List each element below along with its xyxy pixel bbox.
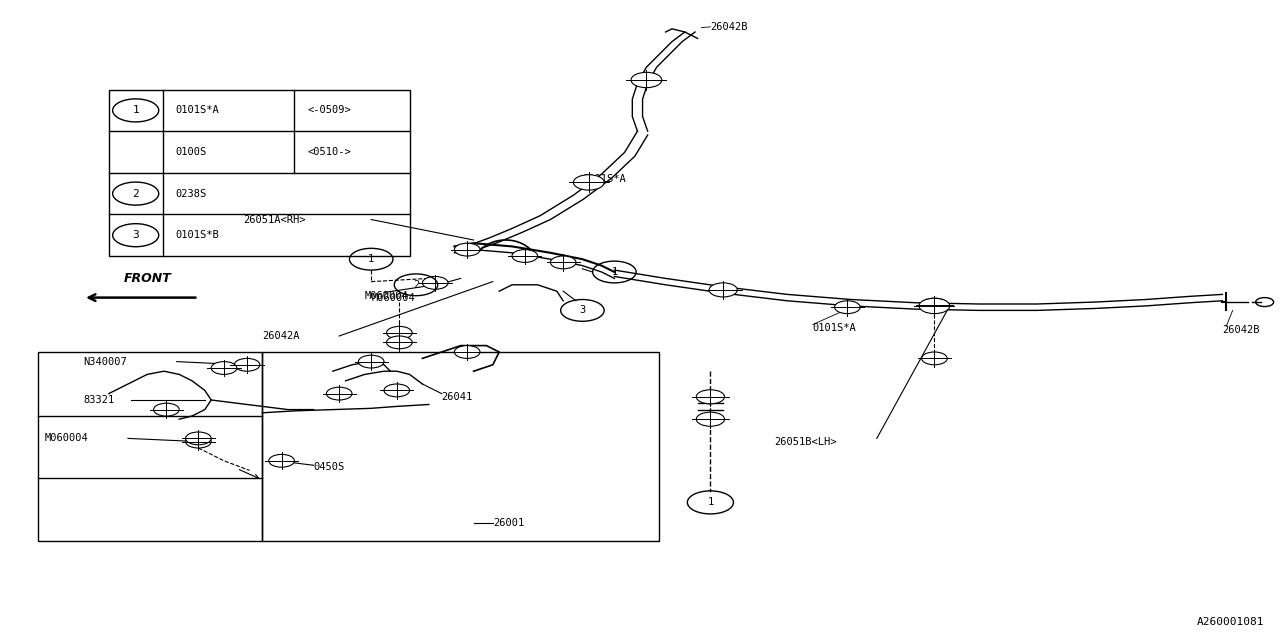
Circle shape bbox=[922, 352, 947, 365]
Circle shape bbox=[709, 283, 737, 297]
Text: 2: 2 bbox=[413, 280, 419, 290]
Text: 0101S*B: 0101S*B bbox=[175, 230, 219, 240]
Circle shape bbox=[269, 454, 294, 467]
Text: A260001081: A260001081 bbox=[1197, 617, 1265, 627]
Text: 1: 1 bbox=[369, 254, 374, 264]
Text: 26001: 26001 bbox=[493, 518, 524, 528]
Text: 26041: 26041 bbox=[442, 392, 472, 402]
Circle shape bbox=[454, 346, 480, 358]
Circle shape bbox=[920, 298, 948, 312]
Text: 0238S: 0238S bbox=[175, 189, 206, 198]
Text: 0101S*A: 0101S*A bbox=[813, 323, 856, 333]
Text: 26042A: 26042A bbox=[262, 331, 300, 341]
Circle shape bbox=[387, 326, 412, 339]
Text: 0450S: 0450S bbox=[314, 462, 344, 472]
Circle shape bbox=[211, 362, 237, 374]
Text: M060004: M060004 bbox=[371, 292, 415, 303]
Text: <-0509>: <-0509> bbox=[307, 106, 351, 115]
Text: M060004: M060004 bbox=[365, 291, 408, 301]
Text: 1: 1 bbox=[612, 267, 617, 277]
Text: <0510->: <0510-> bbox=[307, 147, 351, 157]
Circle shape bbox=[234, 358, 260, 371]
Text: 3: 3 bbox=[132, 230, 140, 240]
Circle shape bbox=[358, 355, 384, 368]
Text: 0101S*A: 0101S*A bbox=[582, 174, 626, 184]
Circle shape bbox=[186, 435, 211, 448]
Text: N340007: N340007 bbox=[83, 356, 127, 367]
Bar bbox=[109, 90, 410, 256]
Circle shape bbox=[454, 243, 480, 256]
Circle shape bbox=[154, 403, 179, 416]
Text: 26051A<RH>: 26051A<RH> bbox=[243, 214, 306, 225]
Circle shape bbox=[384, 384, 410, 397]
Circle shape bbox=[326, 387, 352, 400]
Text: 2: 2 bbox=[132, 189, 140, 198]
Circle shape bbox=[696, 412, 724, 426]
Text: M060004: M060004 bbox=[45, 433, 88, 444]
Circle shape bbox=[512, 250, 538, 262]
Text: 1: 1 bbox=[132, 106, 140, 115]
Text: 26042B: 26042B bbox=[710, 22, 748, 32]
Circle shape bbox=[387, 336, 412, 349]
Circle shape bbox=[631, 72, 662, 88]
Circle shape bbox=[919, 298, 950, 314]
Circle shape bbox=[550, 256, 576, 269]
Circle shape bbox=[422, 276, 448, 289]
Text: 83321: 83321 bbox=[83, 395, 114, 405]
Text: 0101S*A: 0101S*A bbox=[175, 106, 219, 115]
Text: FRONT: FRONT bbox=[123, 272, 172, 285]
Text: 1: 1 bbox=[708, 497, 713, 508]
Circle shape bbox=[186, 432, 211, 445]
Circle shape bbox=[573, 175, 604, 190]
Text: 0100S: 0100S bbox=[175, 147, 206, 157]
Text: 26051B<LH>: 26051B<LH> bbox=[774, 436, 837, 447]
Bar bbox=[262, 352, 659, 541]
Text: 3: 3 bbox=[580, 305, 585, 316]
Circle shape bbox=[696, 390, 724, 404]
Text: 26042B: 26042B bbox=[1222, 324, 1260, 335]
Bar bbox=[38, 352, 262, 541]
Circle shape bbox=[835, 301, 860, 314]
